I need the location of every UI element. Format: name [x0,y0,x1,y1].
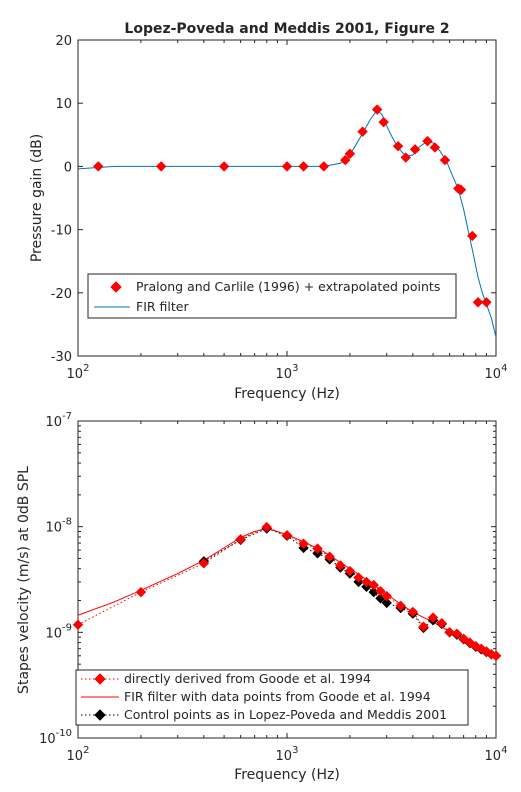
goode-data-point [481,646,492,657]
y-axis-label: Pressure gain (dB) [29,134,45,262]
legend-entry-goode-points [81,673,119,685]
pressure-gain-chart: Lopez-Poveda and Meddis 2001, Figure 2 1… [29,21,507,402]
pralong-data-point [481,297,492,308]
pralong-data-point [357,126,368,137]
chart-title: Lopez-Poveda and Meddis 2001, Figure 2 [124,21,449,37]
pralong-data-point [378,116,389,128]
legend-entry-control-points [81,709,119,721]
goode-data-point [427,612,439,623]
pralong-data-point [93,161,104,172]
pralong-data-point [318,161,330,172]
pralong-data-point [298,161,309,172]
control-points-line [203,528,497,657]
legend-label-fir: FIR filter with data points from Goode e… [124,689,431,704]
goode-data-point [72,619,84,630]
legend-marker-pralong [110,281,122,293]
goode-data-point [458,633,469,644]
legend: directly derived from Goode et al. 1994 … [75,669,469,726]
goode-data-point [375,586,386,597]
pralong-data-point [422,135,433,147]
pralong-data-point [155,161,167,172]
pralong-data-point [218,161,230,172]
legend-label-control-points: Control points as in Lopez-Poveda and Me… [124,707,447,722]
legend: Pralong and Carlile (1996) + extrapolate… [87,273,457,319]
pralong-data-point [392,140,404,152]
pralong-data-point [467,230,478,242]
goode-data-point [395,600,406,612]
goode-data-point [281,530,293,541]
goode-data-point [344,565,356,577]
pralong-data-point [439,154,451,166]
goode-data-point [476,643,487,654]
pralong-data-point [409,144,421,155]
y-tick-label: -20 [51,287,72,302]
goode-data-point [235,534,246,545]
goode-data-point [324,551,335,562]
goode-data-point [198,558,210,569]
goode-data-point [368,579,379,591]
goode-data-point [444,627,455,638]
pralong-data-point [281,161,293,172]
goode-data-point [451,628,463,639]
pralong-data-point [344,148,356,159]
y-tick-label: -10 [51,224,72,239]
y-tick-label: 0 [64,160,72,175]
goode-data-point [298,538,309,549]
goode-data-point [361,576,372,588]
pralong-data-point [400,152,411,163]
legend-label-pralong: Pralong and Carlile (1996) + extrapolate… [136,279,440,294]
goode-data-point [436,618,447,629]
y-axis-label: Stapes velocity (m/s) at 0dB SPL [16,466,32,694]
y-tick-label: 20 [55,34,72,49]
goode-data-point [261,521,272,533]
goode-data-point [407,606,419,618]
goode-data-point [135,586,147,598]
pralong-data-point [455,184,467,195]
goode-data-point [312,543,323,554]
goode-data-point [381,590,392,602]
pralong-data-point [340,154,351,166]
goode-data-point [335,560,346,571]
legend-box [75,669,469,726]
x-axis-label: Frequency (Hz) [234,386,340,402]
control-data-point [381,597,392,609]
legend-label-goode-points: directly derived from Goode et al. 1994 [124,671,371,686]
legend-box [87,273,457,319]
goode-data-point [490,650,502,661]
y-tick-label: -30 [51,350,72,365]
legend-label-fir: FIR filter [136,299,189,314]
goode-data-point [353,572,364,583]
goode-data-point [418,621,429,632]
x-axis-label: Frequency (Hz) [234,767,340,783]
pralong-data-point [371,104,383,115]
pralong-data-point [429,142,441,153]
pralong-data-point [472,297,484,308]
y-tick-label: 10 [55,97,72,112]
